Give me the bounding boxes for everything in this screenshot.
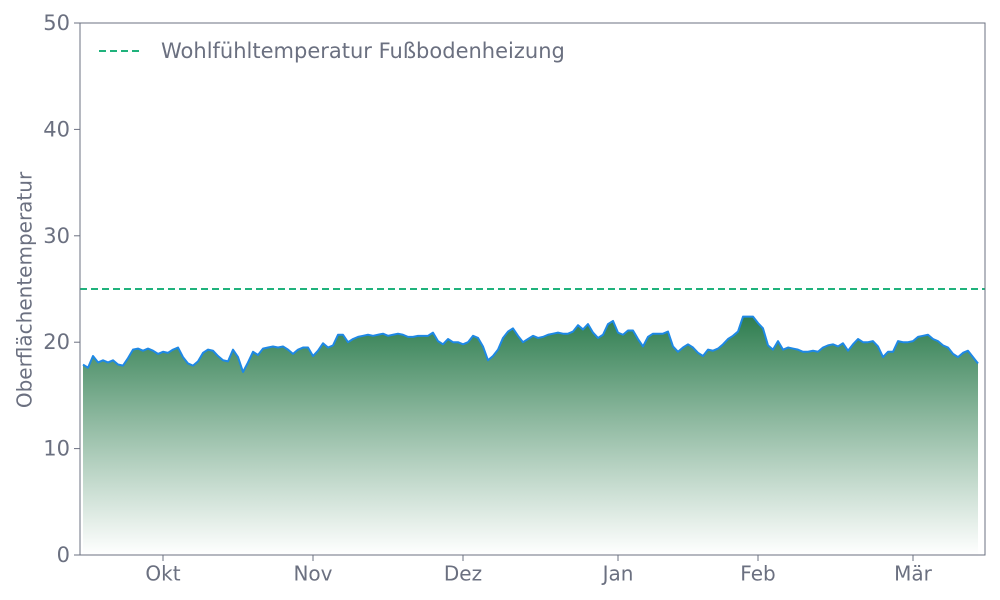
y-tick-label: 20 [43,330,70,354]
x-tick-label: Nov [293,562,332,586]
y-tick-label: 0 [57,543,70,567]
x-tick-label: Dez [444,562,482,586]
x-tick-label: Feb [740,562,775,586]
area-fill [83,316,978,555]
y-tick-label: 10 [43,437,70,461]
x-tick-label: Jan [601,562,634,586]
plot-frame [79,22,986,556]
y-tick-label: 50 [43,11,70,35]
x-tick-label: Mär [894,562,933,586]
y-tick-label: 30 [43,224,70,248]
x-tick-label: Okt [145,562,180,586]
data-line [82,315,979,373]
legend-label: Wohlfühltemperatur Fußbodenheizung [161,39,565,63]
y-tick-label: 40 [43,117,70,141]
y-axis-label: Oberflächentemperatur [13,171,37,408]
